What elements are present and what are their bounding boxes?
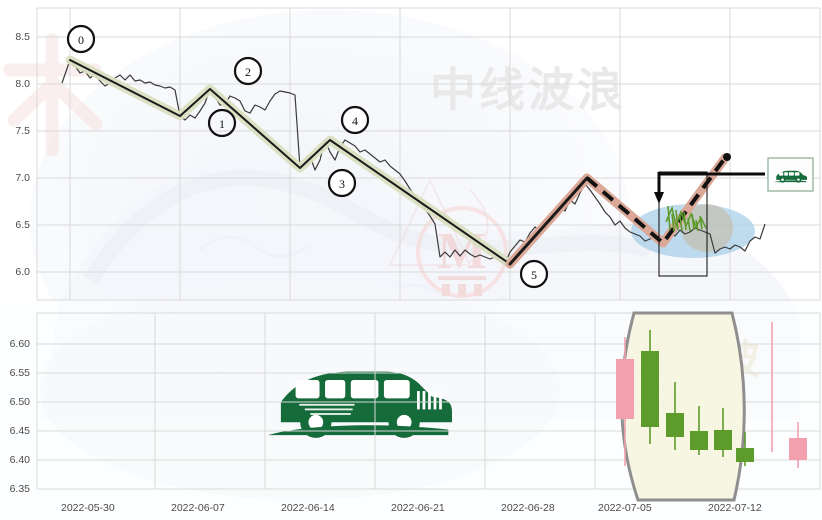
projection-endpoint-dot bbox=[723, 153, 731, 161]
wave-down-stroke bbox=[69, 59, 511, 265]
wave-marker-1[interactable]: 1 bbox=[207, 108, 237, 138]
wave-marker-5[interactable]: 5 bbox=[519, 259, 549, 289]
candle-1 bbox=[641, 330, 659, 444]
lower-ytick-3: 6.45 bbox=[9, 425, 30, 437]
candle-4 bbox=[714, 408, 732, 457]
upper-ytick-0: 8.5 bbox=[15, 31, 30, 43]
entry-zone-box bbox=[658, 171, 708, 277]
candlestick-series bbox=[616, 322, 807, 468]
wave-marker-0-label: 0 bbox=[78, 33, 84, 47]
watermark-text-upper: 中线波浪 bbox=[430, 63, 626, 117]
wave-markers: 0 1 2 3 4 5 bbox=[66, 24, 549, 289]
xtick-0: 2022-05-30 bbox=[61, 502, 115, 514]
xtick-1: 2022-06-07 bbox=[171, 502, 225, 514]
wave-marker-2-label: 2 bbox=[245, 65, 251, 79]
upper-ytick-4: 6.5 bbox=[15, 219, 30, 231]
lower-ytick-2: 6.50 bbox=[9, 396, 30, 408]
wave-marker-5-label: 5 bbox=[531, 268, 537, 282]
lower-ytick-1: 6.55 bbox=[9, 367, 30, 379]
wave-marker-1-label: 1 bbox=[219, 117, 225, 131]
xtick-4: 2022-06-28 bbox=[501, 502, 555, 514]
wave-marker-0[interactable]: 0 bbox=[66, 24, 96, 54]
xtick-3: 2022-06-21 bbox=[391, 502, 445, 514]
upper-ytick-3: 7.0 bbox=[15, 172, 30, 184]
upper-ytick-5: 6.0 bbox=[15, 266, 30, 278]
wave-marker-3-label: 3 bbox=[339, 177, 345, 191]
upper-ytick-2: 7.5 bbox=[15, 125, 30, 137]
lower-ytick-5: 6.35 bbox=[9, 483, 30, 495]
candle-7 bbox=[789, 422, 807, 468]
callout-jeep-icon bbox=[774, 170, 807, 183]
upper-ytick-1: 8.0 bbox=[15, 78, 30, 90]
xtick-6: 2022-07-12 bbox=[708, 502, 762, 514]
xtick-5: 2022-07-05 bbox=[598, 502, 652, 514]
wave-marker-3[interactable]: 3 bbox=[327, 168, 357, 198]
candle-2 bbox=[666, 382, 684, 450]
upper-grid bbox=[36, 7, 821, 301]
wave-marker-4[interactable]: 4 bbox=[340, 105, 370, 135]
candle-3 bbox=[690, 406, 708, 455]
wave-marker-2[interactable]: 2 bbox=[233, 56, 263, 86]
candle-5 bbox=[736, 432, 754, 466]
wave-up-dashed-projection bbox=[585, 156, 727, 246]
lower-ytick-0: 6.60 bbox=[9, 338, 30, 350]
wave-up-solid-segment bbox=[508, 176, 589, 266]
xtick-2: 2022-06-14 bbox=[281, 502, 335, 514]
arrow-head-icon bbox=[654, 192, 664, 204]
rounded-bowl-overlay bbox=[620, 311, 746, 502]
green-zigzag-marks bbox=[665, 205, 707, 232]
candle-0 bbox=[616, 337, 634, 466]
wave-marker-4-label: 4 bbox=[352, 114, 358, 128]
lower-ytick-4: 6.40 bbox=[9, 454, 30, 466]
